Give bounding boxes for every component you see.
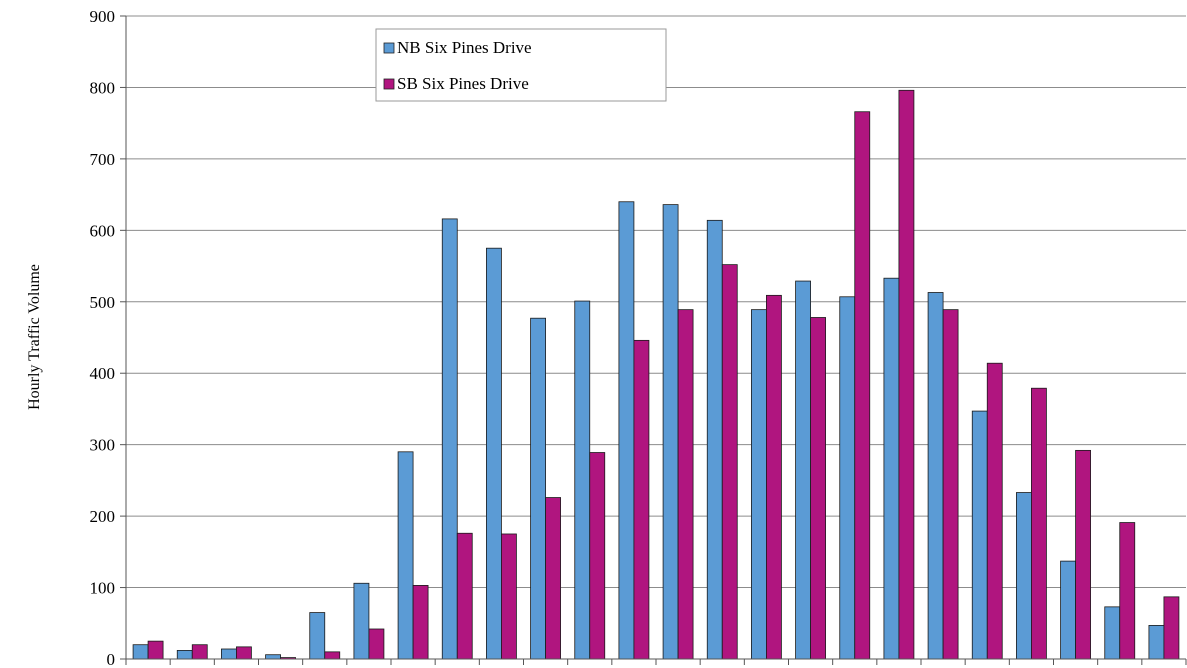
y-tick-label: 0 [107, 650, 116, 668]
legend-label-sb: SB Six Pines Drive [397, 74, 529, 93]
bars [132, 89, 1180, 660]
bar-sb [633, 339, 650, 660]
bar-nb [265, 654, 281, 660]
y-tick-label: 400 [90, 364, 116, 383]
y-axis-label: Hourly Traffic Volume [26, 264, 43, 410]
bar-nb [927, 292, 944, 660]
bar-sb [1075, 449, 1091, 660]
bar-sb [986, 362, 1003, 660]
bar-sb [147, 640, 164, 660]
y-tick-label: 200 [90, 507, 116, 526]
bar-sb [368, 628, 385, 660]
bar-nb [706, 219, 723, 660]
bar-nb [309, 612, 326, 660]
bar-nb [1016, 492, 1032, 660]
bar-nb [971, 410, 988, 660]
bar-sb [810, 317, 826, 660]
legend-label-nb: NB Six Pines Drive [397, 38, 532, 57]
bar-nb [221, 648, 237, 660]
bar-nb [574, 300, 591, 660]
y-tick-label: 600 [90, 221, 116, 240]
bar-nb [795, 280, 811, 660]
bar-sb [942, 309, 959, 660]
bar-sb [1119, 522, 1136, 660]
bar-nb [176, 650, 193, 660]
bar-nb [751, 309, 767, 660]
bar-sb [412, 585, 429, 660]
bar-nb [1148, 625, 1165, 660]
bar-nb [839, 296, 856, 660]
bar-sb [766, 294, 782, 660]
bar-sb [1163, 596, 1180, 660]
y-tick-label: 100 [90, 579, 116, 598]
bar-sb [1031, 387, 1047, 660]
bar-nb [618, 201, 635, 660]
bar-nb [132, 644, 149, 660]
bar-sb [324, 651, 341, 660]
y-tick-label: 300 [90, 436, 116, 455]
legend-swatch-nb [383, 42, 395, 54]
bar-sb [236, 646, 252, 660]
legend-box [375, 28, 667, 102]
bar-nb [1060, 560, 1076, 660]
bar-nb [1104, 606, 1121, 660]
bar-nb [397, 451, 414, 660]
bar-nb [486, 247, 502, 660]
bar-sb [898, 89, 915, 660]
bar-nb [530, 317, 546, 660]
y-tick-label: 800 [90, 78, 116, 97]
bar-nb [662, 204, 679, 660]
legend-swatch-sb [383, 78, 395, 90]
bar-nb [353, 582, 370, 660]
bar-sb [854, 111, 871, 660]
y-tick-label: 500 [90, 293, 116, 312]
bar-sb [721, 264, 738, 660]
bar-sb [501, 533, 517, 660]
legend: NB Six Pines Drive SB Six Pines Drive [375, 28, 667, 102]
x-axis-ticks: 12 AM2 AM4 AM6 AM8 AM10 AM12 PM2 PM4 PM6… [125, 659, 1187, 665]
bar-nb [441, 218, 458, 660]
y-tick-label: 700 [90, 150, 116, 169]
bar-sb [677, 309, 694, 660]
bar-sb [191, 644, 208, 660]
y-tick-label: 900 [90, 7, 116, 26]
bar-sb [589, 452, 606, 660]
y-axis-ticks: 0 100 200 300 400 500 600 700 800 900 [90, 7, 126, 668]
bar-sb [456, 532, 473, 660]
bar-sb [545, 497, 561, 660]
gridlines [126, 15, 1186, 589]
bar-nb [883, 277, 900, 660]
